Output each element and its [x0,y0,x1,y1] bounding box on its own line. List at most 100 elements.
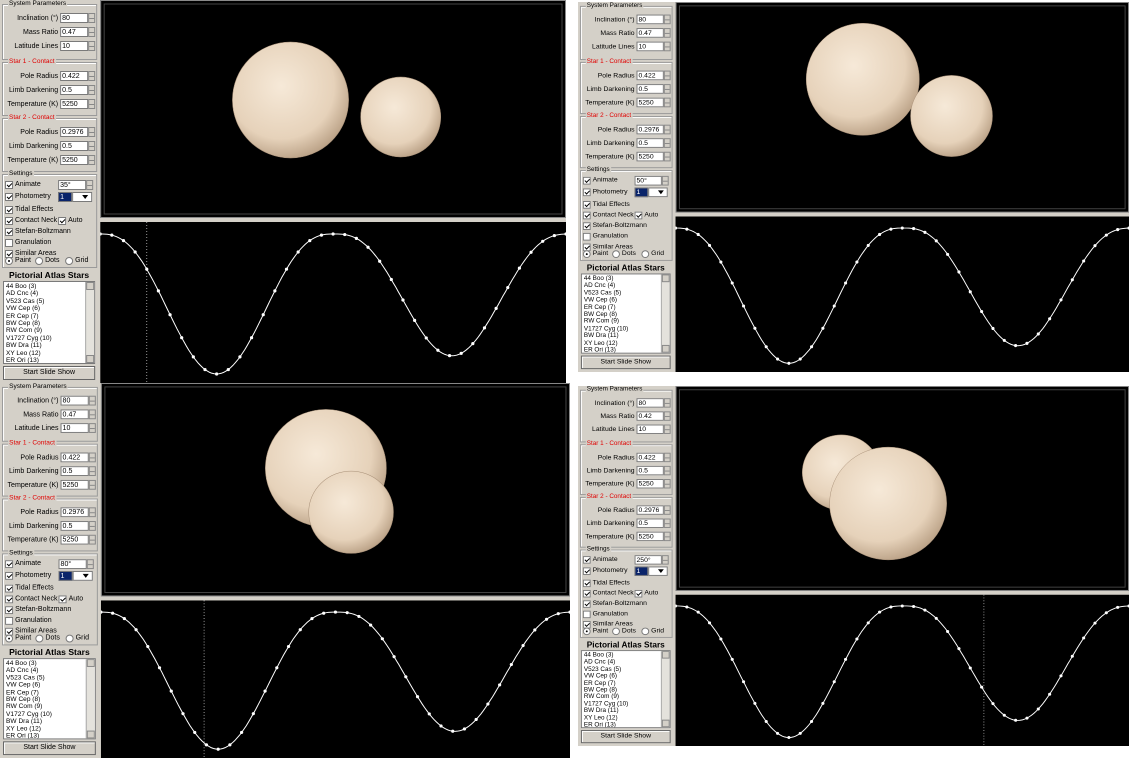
scroll-down[interactable] [86,355,94,363]
radio-button[interactable] [583,250,591,258]
list-item[interactable]: V523 Cas (5) [584,290,621,297]
text-input[interactable]: 0.47 [60,27,88,37]
text-input[interactable]: 5250 [61,480,89,490]
spin-button[interactable] [86,180,93,190]
list-item[interactable]: RW Com (9) [584,318,619,325]
spin-button[interactable] [89,466,96,476]
checkbox[interactable] [583,188,591,196]
radio-button[interactable] [5,257,13,265]
checkbox[interactable] [583,567,591,575]
spin-button[interactable] [88,13,95,23]
checkbox[interactable] [583,177,591,185]
spin-button[interactable] [88,71,95,81]
list-item[interactable]: ER Ori (13) [584,722,616,729]
list-item[interactable]: VW Cep (6) [584,673,617,680]
text-input[interactable]: 0.5 [60,85,88,95]
checkbox[interactable] [5,228,13,236]
start-slide-show-button[interactable]: Start Slide Show [581,356,671,370]
checkbox[interactable] [583,600,591,608]
radio-button[interactable] [35,257,43,265]
checkbox[interactable] [5,560,13,568]
radio-button[interactable] [641,628,649,636]
list-item[interactable]: 44 Boo (3) [6,283,36,290]
spin-button[interactable] [664,479,671,488]
spin-button[interactable] [664,453,671,462]
dropdown[interactable] [648,187,668,197]
radio-button[interactable] [65,257,73,265]
text-input[interactable]: 5250 [60,99,88,109]
list-item[interactable]: AD Cnc (4) [6,290,38,297]
spin-button[interactable] [89,409,96,419]
text-input[interactable]: 10 [61,423,89,433]
spin-button[interactable] [664,42,671,52]
spin-button[interactable] [662,555,669,564]
spin-button[interactable] [89,480,96,490]
checkbox[interactable] [5,585,13,593]
checkbox[interactable] [59,595,67,603]
spin-button[interactable] [89,396,96,406]
start-slide-show-button[interactable]: Start Slide Show [581,730,671,743]
list-item[interactable]: AD Cnc (4) [584,283,615,290]
list-item[interactable]: AD Cnc (4) [584,659,615,666]
checkbox[interactable] [5,217,13,225]
radio-button[interactable] [5,635,13,643]
list-item[interactable]: V523 Cas (5) [6,298,44,305]
text-input[interactable]: 0.47 [61,409,89,419]
spin-button[interactable] [87,559,94,569]
text-input[interactable]: 0.422 [637,71,664,81]
list-item[interactable]: V1727 Cyg (10) [6,711,52,718]
spin-button[interactable] [89,507,96,517]
list-item[interactable]: ER Ori (13) [6,357,39,364]
list-item[interactable]: XY Leo (12) [6,725,41,732]
scroll-down[interactable] [662,345,670,353]
spin-button[interactable] [664,125,671,135]
text-input[interactable]: 0.5 [637,138,664,148]
spin-button[interactable] [664,411,671,420]
spin-button[interactable] [664,425,671,434]
text-input[interactable]: 250° [635,555,662,564]
text-input[interactable]: 80 [60,13,88,23]
text-input[interactable]: 0.2976 [60,127,88,137]
spin-button[interactable] [664,466,671,475]
text-input[interactable]: 10 [60,41,88,51]
list-item[interactable]: ER Ori (13) [6,733,39,740]
list-item[interactable]: V1727 Cyg (10) [584,701,628,708]
spin-button[interactable] [664,15,671,25]
list-item[interactable]: XY Leo (12) [6,350,41,357]
start-slide-show-button[interactable]: Start Slide Show [3,366,95,380]
text-input[interactable]: 5250 [637,98,664,108]
list-item[interactable]: BW Dra (11) [584,708,619,715]
list-item[interactable]: BW Dra (11) [584,333,619,340]
checkbox[interactable] [583,222,591,230]
dropdown[interactable] [648,566,668,575]
list-item[interactable]: RW Com (9) [6,327,42,334]
text-input[interactable]: 0.2976 [61,507,89,517]
list-item[interactable]: RW Com (9) [6,704,42,711]
list-item[interactable]: BW Cep (8) [584,311,617,318]
text-input[interactable]: 0.422 [637,453,664,462]
scroll-up[interactable] [87,659,95,667]
checkbox[interactable] [635,212,643,220]
text-input[interactable]: 35° [58,180,86,190]
list-item[interactable]: 44 Boo (3) [6,660,37,667]
spin-button[interactable] [88,127,95,137]
spin-button[interactable] [662,176,669,186]
radio-button[interactable] [641,250,649,258]
dropdown-value[interactable]: 1 [635,187,649,197]
spin-button[interactable] [88,99,95,109]
scroll-up[interactable] [86,282,94,290]
spin-button[interactable] [664,505,671,514]
checkbox[interactable] [583,233,591,241]
list-item[interactable]: RW Com (9) [584,694,619,701]
text-input[interactable]: 5250 [61,535,89,545]
spin-button[interactable] [664,71,671,81]
checkbox[interactable] [583,556,591,564]
dropdown-value[interactable]: 1 [635,566,649,575]
checkbox[interactable] [583,212,591,220]
spin-button[interactable] [664,28,671,38]
dropdown[interactable] [72,192,92,202]
list-item[interactable]: ER Cep (7) [6,689,39,696]
spin-button[interactable] [89,521,96,531]
text-input[interactable]: 0.5 [60,141,88,151]
dropdown[interactable] [73,571,93,581]
